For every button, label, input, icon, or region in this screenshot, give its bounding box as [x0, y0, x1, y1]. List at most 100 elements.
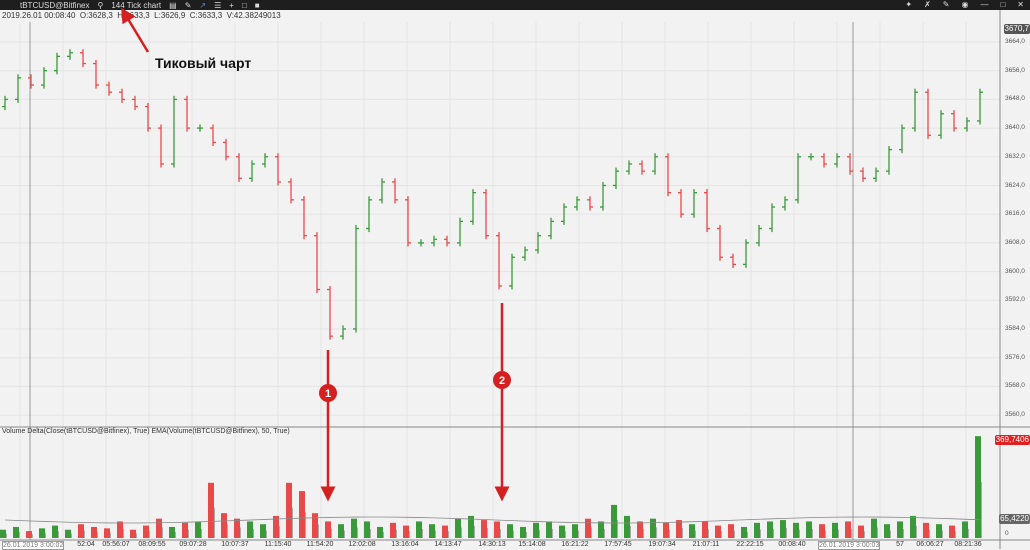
volume-bar [221, 513, 227, 538]
tick-chart-annotation: Тиковый чарт [155, 55, 252, 71]
time-tick-label: 12:02:08 [348, 541, 376, 548]
draw-icon[interactable]: ✎ [184, 0, 192, 10]
time-tick-label: 57 [896, 541, 904, 548]
volume-bar [338, 524, 344, 538]
template-icon[interactable]: ☰ [214, 0, 222, 10]
volume-bar [702, 521, 708, 538]
price-tick-label: 3616,0 [1005, 210, 1025, 218]
crosshair-icon[interactable]: + [229, 0, 234, 10]
volume-bar [728, 524, 734, 538]
volume-bar [533, 522, 539, 538]
time-tick-label: 05:56:07 [102, 541, 130, 548]
time-tick-label: 10:07:37 [221, 541, 249, 548]
volume-bar [741, 526, 747, 538]
volume-bar [559, 525, 565, 538]
volume-bar [793, 522, 799, 538]
volume-bar [117, 521, 123, 538]
volume-bar [962, 521, 968, 538]
last-price-tag: 3670,7 [1003, 24, 1030, 34]
volume-bar [767, 521, 773, 538]
volume-bar [247, 521, 253, 538]
volume-bar [819, 524, 825, 538]
ema-value-tag: 65,4220 [999, 514, 1030, 524]
volume-bar [494, 521, 500, 538]
time-tick-label: 19:07:34 [648, 541, 676, 548]
link-icon[interactable]: ✦ [905, 0, 913, 9]
volume-bar [377, 526, 383, 538]
time-tick-label: 08:21:36 [954, 541, 982, 548]
marker-number: 1 [325, 388, 331, 400]
volume-bar [429, 524, 435, 538]
search-icon[interactable]: ⚲ [97, 0, 104, 10]
time-tick-label: 00:08:40 [778, 541, 806, 548]
volume-bar [91, 526, 97, 538]
bar-close: C:3633,3 [189, 11, 223, 20]
volume-bar [897, 521, 903, 538]
volume-bar [364, 521, 370, 538]
minimize-icon[interactable]: — [980, 0, 989, 9]
volume-bar [403, 525, 409, 538]
chart-type-selector[interactable]: 144 Tick chart [111, 0, 162, 10]
volume-bar [182, 522, 188, 538]
layout-icon[interactable]: ■ [254, 0, 260, 10]
bar-date: 2019.26.01 00:08:40 [2, 11, 76, 20]
volume-bar [299, 491, 305, 538]
volume-bar [78, 524, 84, 538]
camera-icon[interactable]: ◉ [961, 0, 969, 9]
volume-bar [624, 515, 630, 538]
price-tick-label: 3568,0 [1005, 382, 1025, 390]
symbol-selector[interactable]: tBTCUSD@Bitfinex [20, 0, 90, 10]
volume-bar [715, 525, 721, 538]
price-tick-label: 3584,0 [1005, 325, 1025, 332]
volume-bar [208, 482, 214, 538]
time-tick-label: 11:15:40 [264, 541, 292, 548]
volume-bar [845, 521, 851, 538]
bar-volume: V:42.38249013 [226, 11, 281, 20]
time-tick-label: 15:14:08 [518, 541, 546, 548]
volume-bar [481, 520, 487, 538]
price-tick-label: 3640,0 [1005, 124, 1025, 132]
tools-icon[interactable]: ✗ [924, 0, 931, 9]
volume-bar [832, 522, 838, 538]
volume-bar [26, 531, 32, 538]
time-tick-label: 14:13:47 [434, 541, 462, 548]
brush-icon[interactable]: ✎ [942, 0, 950, 9]
chart-style-icon[interactable]: ▤ [169, 0, 177, 10]
ema-line [4, 516, 981, 524]
time-tick-label: 14:30:13 [478, 541, 506, 548]
time-tick-label: 11:54:20 [306, 541, 334, 548]
volume-bar [273, 515, 279, 538]
window-icon[interactable]: □ [241, 0, 247, 10]
volume-bar [130, 529, 136, 538]
volume-bar [923, 522, 929, 538]
time-tick-label: 22:22:15 [736, 541, 764, 548]
volume-bar [637, 521, 643, 538]
volume-bar [936, 524, 942, 538]
price-tick-label: 3608,0 [1005, 238, 1025, 246]
price-tick-label: 3624,0 [1005, 181, 1025, 189]
time-tick-label: 16:21:22 [561, 541, 589, 548]
volume-bar [546, 521, 552, 538]
time-tick-label: 17:57:45 [604, 541, 632, 548]
volume-bar [13, 526, 19, 538]
volume-bar [156, 518, 162, 538]
marker-circle [319, 384, 337, 402]
volume-bar [143, 525, 149, 538]
volume-bar [195, 521, 201, 538]
volume-bar [611, 504, 617, 538]
volume-bar [286, 482, 292, 538]
volume-bar [325, 521, 331, 538]
indicator-icon[interactable]: ↗ [199, 0, 207, 10]
volume-bar [390, 522, 396, 538]
volume-bar [507, 524, 513, 538]
toolbar: tBTCUSD@Bitfinex ⚲ 144 Tick chart ▤ ✎ ↗ … [0, 0, 1030, 10]
price-tick-label: 3600,0 [1005, 267, 1025, 275]
indicator-label: Volume Delta(Close(tBTCUSD@Bitfinex), Tr… [2, 428, 290, 435]
volume-bar [260, 524, 266, 538]
volume-bar [52, 525, 58, 538]
volume-bar [650, 518, 656, 538]
restore-icon[interactable]: □ [1000, 0, 1006, 9]
time-tick-label: 09:07:28 [179, 541, 207, 548]
close-icon[interactable]: ✕ [1017, 0, 1024, 9]
